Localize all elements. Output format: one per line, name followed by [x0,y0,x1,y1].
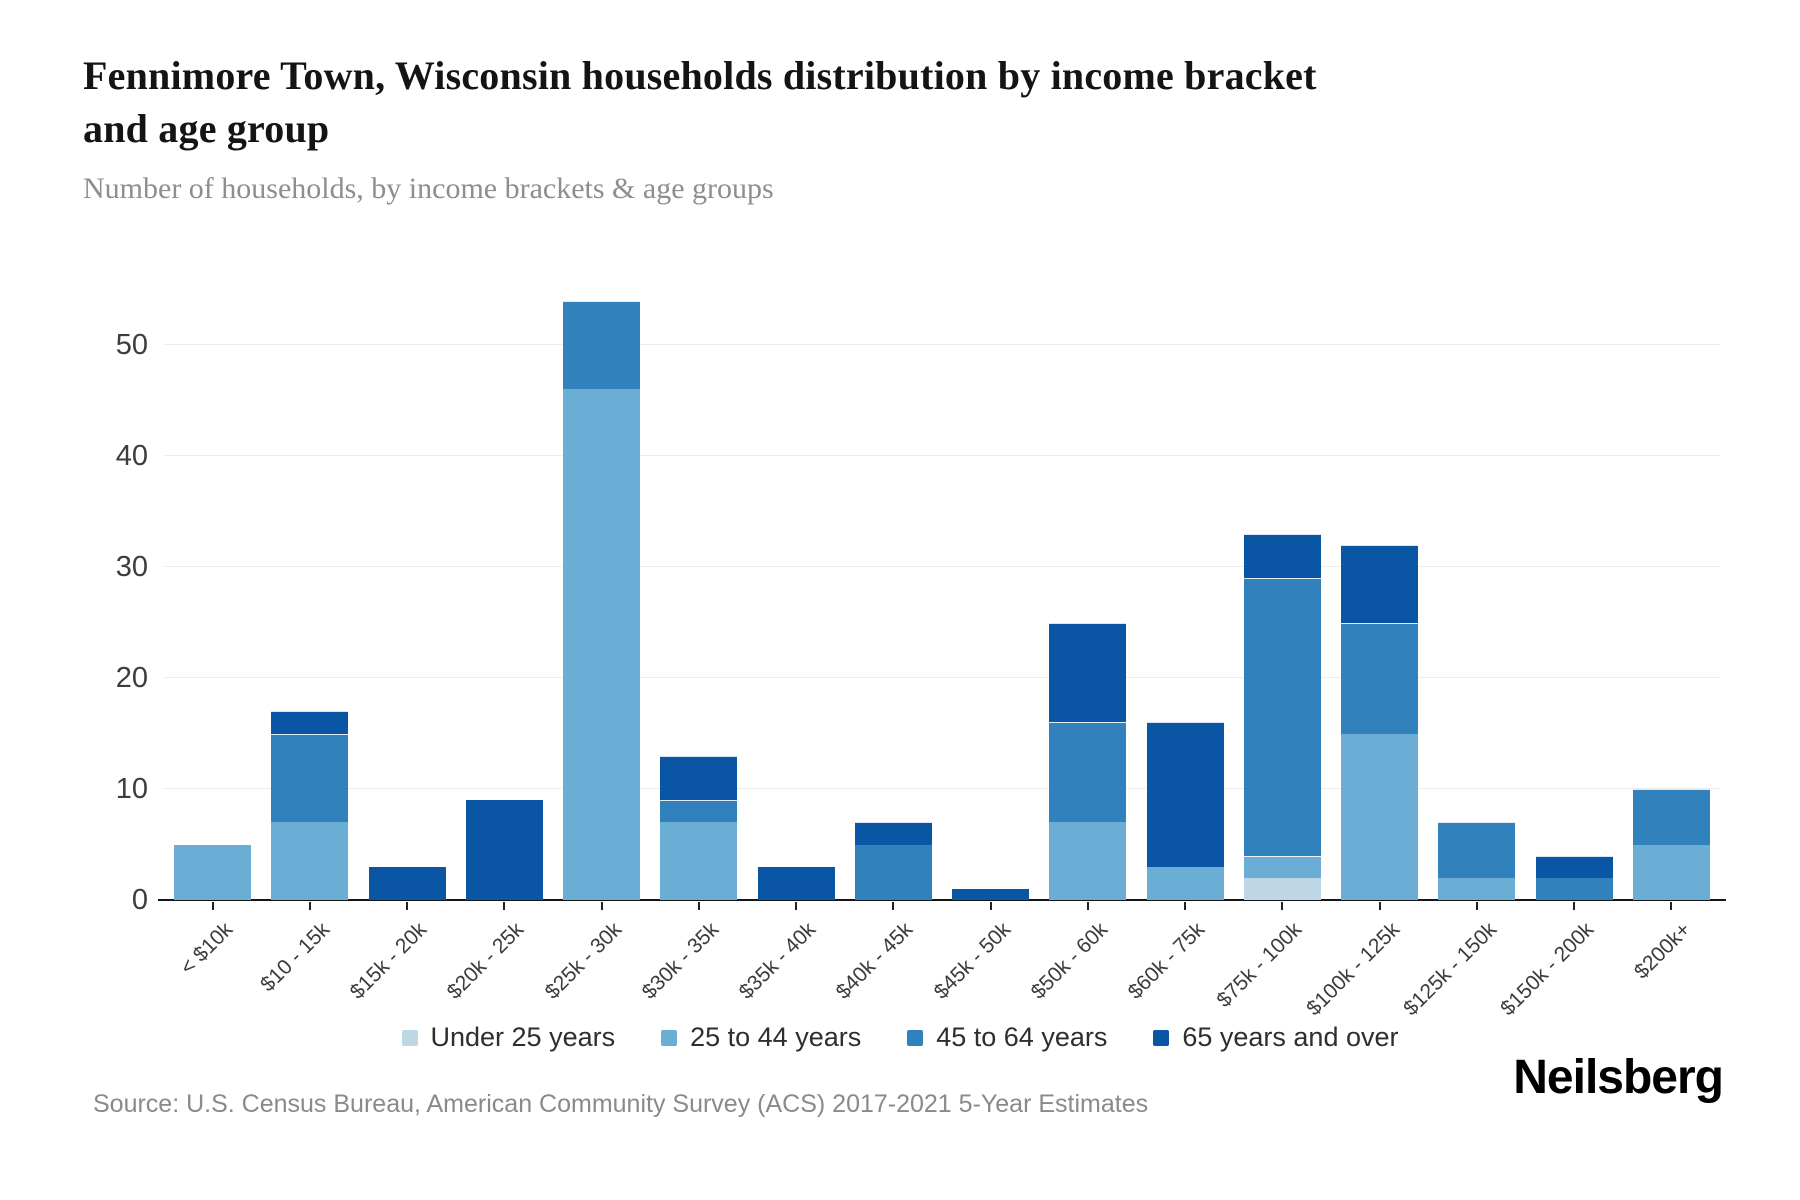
bar-segment[interactable] [1049,622,1127,723]
bar-segment[interactable] [1146,866,1224,900]
gridline-y-40 [164,455,1720,456]
bar-segment[interactable] [1146,722,1224,867]
bar-segment[interactable] [854,844,932,900]
x-axis-tick [989,902,992,910]
bar-segment[interactable] [174,844,252,900]
bar-segment[interactable] [1632,789,1710,845]
source-note: Source: U.S. Census Bureau, American Com… [93,1090,1149,1118]
bar-segment[interactable] [1632,844,1710,900]
plot-area: 0 10 20 30 40 50 < $10k $10 - 15k $15k - 20k $20k… [116,258,1726,1020]
x-axis-label: < $10k [175,918,237,980]
x-axis-label: $75k - 100k [1212,918,1307,1012]
x-axis-label: $125k - 150k [1399,918,1502,1021]
x-axis-tick [1573,902,1576,910]
x-axis-tick [503,902,506,910]
bar-segment[interactable] [1049,722,1127,823]
x-axis-line [158,899,1726,901]
bar-segment[interactable] [1535,877,1613,900]
x-axis-label: $60k - 75k [1123,918,1210,1004]
x-axis-label: $150k - 200k [1496,918,1599,1021]
chart-legend: Under 25 years 25 to 44 years 45 to 64 yea… [0,1022,1800,1053]
legend-label: 65 years and over [1182,1022,1399,1052]
gridline-y-10 [164,788,1720,789]
bar-segment[interactable] [1243,855,1321,878]
bar-segment[interactable] [1438,822,1516,878]
x-axis-label: $25k - 30k [540,918,626,1004]
x-axis-tick [406,902,409,910]
x-axis-tick [1670,902,1673,910]
legend-swatch-icon [907,1029,924,1046]
x-axis-label: $40k - 45k [832,918,918,1004]
x-axis-tick [308,902,311,910]
y-axis-tick-label: 10 [115,773,148,805]
bar-segment[interactable] [563,389,641,900]
gridline-y-30 [164,566,1720,567]
x-axis-label: $35k - 40k [734,918,821,1004]
legend-item-1[interactable]: 25 to 44 years [661,1022,861,1053]
bar-segment[interactable] [1243,533,1321,579]
bar-segment[interactable] [660,755,738,801]
bar-segment[interactable] [1438,877,1516,900]
chart-title: Fennimore Town, Wisconsin households dis… [83,53,1317,151]
x-axis-label: $100k - 125k [1301,918,1404,1021]
bar-segment[interactable] [757,866,835,900]
y-axis-tick-label: 50 [115,329,148,361]
gridline-y-20 [164,677,1720,678]
x-axis-tick [211,902,214,910]
chart-subtitle: Number of households, by income brackets… [83,172,774,205]
legend-item-2[interactable]: 45 to 64 years [907,1022,1107,1053]
legend-item-3[interactable]: 65 years and over [1153,1022,1399,1053]
bar-segment[interactable] [854,822,932,845]
x-axis-tick [1086,902,1089,910]
bar-segment[interactable] [271,733,349,823]
x-axis-tick [1281,902,1284,910]
x-axis-tick [1475,902,1478,910]
x-axis-tick [795,902,798,910]
y-axis-tick-label: 30 [115,551,148,583]
x-axis-label: $200k+ [1630,918,1696,984]
legend-swatch-icon [401,1029,418,1046]
bar-segment[interactable] [1243,578,1321,856]
x-axis-tick [697,902,700,910]
y-axis-tick-label: 0 [131,884,148,916]
gridline-y-50 [164,344,1720,345]
x-axis-tick [1184,902,1187,910]
legend-label: 25 to 44 years [690,1022,862,1052]
bar-segment[interactable] [1341,622,1419,734]
bar-segment[interactable] [1535,855,1613,878]
legend-swatch-icon [1153,1029,1170,1046]
x-axis-tick [600,902,603,910]
bar-segment[interactable] [563,300,641,390]
x-axis-label: $10 - 15k [255,918,335,997]
x-axis-tick [1378,902,1381,910]
bar-segment[interactable] [1049,822,1127,900]
bar-segment[interactable] [1341,733,1419,900]
x-axis-label: $15k - 20k [345,918,432,1004]
y-axis-tick-label: 40 [115,440,148,472]
y-axis-tick-label: 20 [115,662,148,694]
neilsberg-logo[interactable]: Neilsberg [1513,1051,1724,1104]
x-axis-label: $20k - 25k [443,918,529,1004]
bar-segment[interactable] [1243,877,1321,900]
legend-label: 45 to 64 years [936,1022,1108,1052]
bar-segment[interactable] [271,822,349,900]
bar-segment[interactable] [1341,544,1419,623]
bar-segment[interactable] [271,711,349,734]
x-axis-label: $30k - 35k [637,918,724,1004]
x-axis-label: $50k - 60k [1026,918,1113,1004]
bar-segment[interactable] [368,866,446,900]
bar-segment[interactable] [952,888,1030,900]
x-axis-tick [892,902,895,910]
bar-segment[interactable] [660,800,738,823]
legend-item-0[interactable]: Under 25 years [401,1022,616,1053]
bar-segment[interactable] [660,822,738,900]
legend-label: Under 25 years [430,1022,616,1052]
legend-swatch-icon [661,1029,678,1046]
bar-segment[interactable] [465,800,543,900]
x-axis-label: $45k - 50k [929,918,1015,1004]
